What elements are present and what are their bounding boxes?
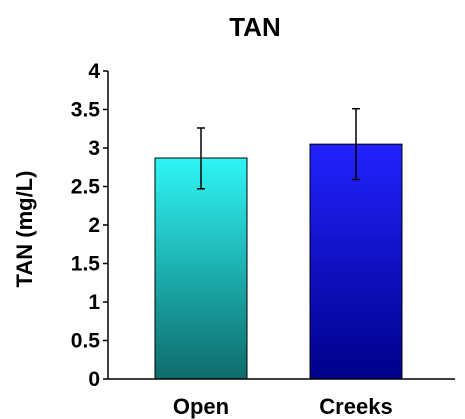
y-tick-label: 1.5 [71,253,101,276]
bars [154,143,403,380]
error-bars [197,107,360,190]
x-category-label: Creeks [319,394,392,419]
y-axis-label: TAN (mg/L) [12,171,37,288]
error-bar-creeks [352,107,360,181]
x-axis-categories: Open Creeks [173,394,393,419]
y-tick-label: 4 [88,60,100,83]
y-axis-ticks: 0 0.5 1 1.5 2 2.5 3 3.5 4 [71,60,108,391]
y-tick-label: 0 [88,368,100,391]
y-tick-label: 3.5 [71,99,101,122]
y-tick-label: 3 [88,137,100,160]
bar-creeks [309,143,403,380]
y-tick-label: 2.5 [71,176,101,199]
chart-title: TAN [229,12,281,42]
error-bar-open [197,127,205,190]
bar-open [154,157,248,380]
y-tick-label: 2 [88,214,100,237]
y-tick-label: 1 [88,291,100,314]
y-tick-label: 0.5 [71,330,101,353]
x-category-label: Open [173,394,229,419]
